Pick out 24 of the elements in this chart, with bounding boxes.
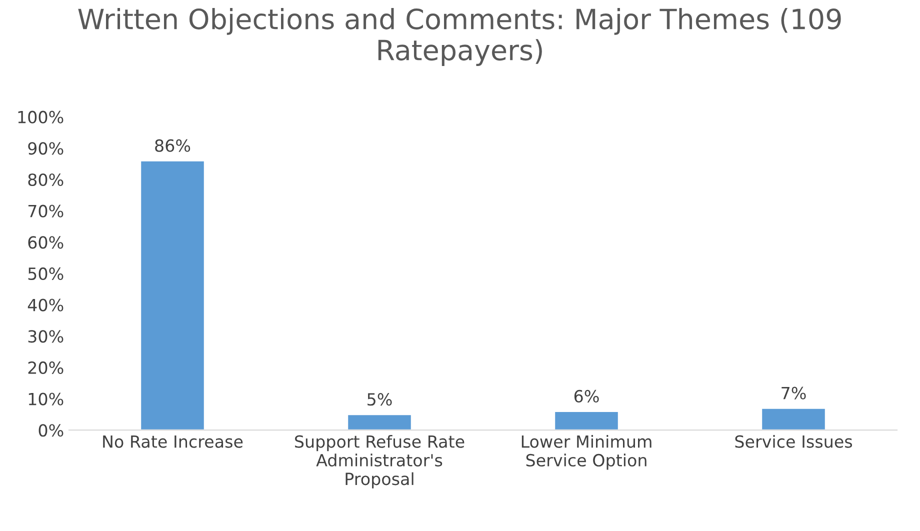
bar	[140, 160, 206, 430]
y-tick-label: 50%	[28, 267, 64, 280]
x-tick-label: Service Issues	[735, 434, 852, 448]
data-label: 5%	[368, 393, 392, 406]
y-tick-label: 100%	[18, 110, 64, 124]
bar	[760, 407, 826, 430]
data-label: 6%	[574, 390, 599, 403]
y-tick-label: 90%	[28, 142, 64, 155]
x-tick-label: Lower Minimum Service Option	[522, 434, 652, 470]
x-tick-label: No Rate Increase	[103, 435, 243, 448]
y-tick-label: 0%	[38, 424, 64, 437]
y-tick-label: 40%	[28, 298, 64, 312]
data-label: 7%	[782, 386, 806, 400]
bar	[554, 410, 620, 430]
y-tick-label: 30%	[28, 330, 64, 343]
y-tick-label: 60%	[28, 236, 64, 249]
y-tick-label: 10%	[28, 392, 64, 406]
data-label: 86%	[155, 139, 190, 152]
y-tick-label: 70%	[28, 204, 64, 218]
y-tick-label: 80%	[28, 173, 64, 186]
chart-title: Written Objections and Comments: Major Themes (109 Ratepayers)	[78, 8, 841, 66]
bar	[346, 414, 412, 430]
y-tick-label: 20%	[28, 361, 64, 374]
x-tick-label: Support Refuse Rate Administrator's Proposal	[295, 434, 464, 488]
